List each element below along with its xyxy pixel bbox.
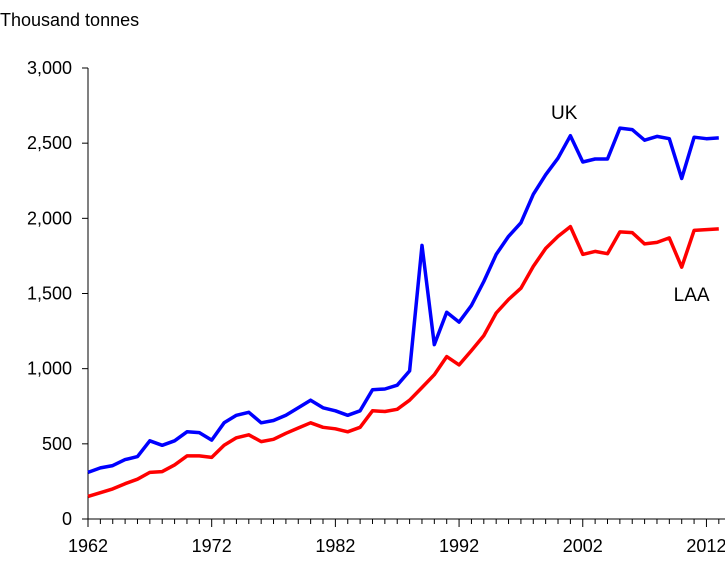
x-tick-label: 1992 <box>439 536 479 556</box>
x-tick-label: 2012 <box>686 536 725 556</box>
y-tick-label: 1,000 <box>27 359 72 379</box>
x-tick-label: 1962 <box>68 536 108 556</box>
x-tick-label: 1982 <box>315 536 355 556</box>
series-label-laa: LAA <box>674 285 710 306</box>
x-tick-label: 2002 <box>563 536 603 556</box>
series-label-uk: UK <box>551 103 578 124</box>
x-tick-label: 1972 <box>192 536 232 556</box>
x-axis: 1962 1972 1982 1992 2002 2012 <box>68 518 725 556</box>
y-tick-label: 2,000 <box>27 208 72 228</box>
series-label-layer: UK LAA <box>551 103 710 306</box>
y-axis-unit-label: Thousand tonnes <box>0 10 139 30</box>
y-axis: 0 500 1,000 1,500 2,000 2,500 3,000 <box>27 58 89 529</box>
y-tick-label: 500 <box>42 434 72 454</box>
series-line-laa <box>87 224 719 499</box>
series-line-uk <box>87 126 719 475</box>
y-tick-label: 3,000 <box>27 58 72 78</box>
y-tick-label: 2,500 <box>27 133 72 153</box>
y-tick-label: 0 <box>62 509 72 529</box>
y-tick-label: 1,500 <box>27 284 72 304</box>
series-layer <box>87 126 719 499</box>
